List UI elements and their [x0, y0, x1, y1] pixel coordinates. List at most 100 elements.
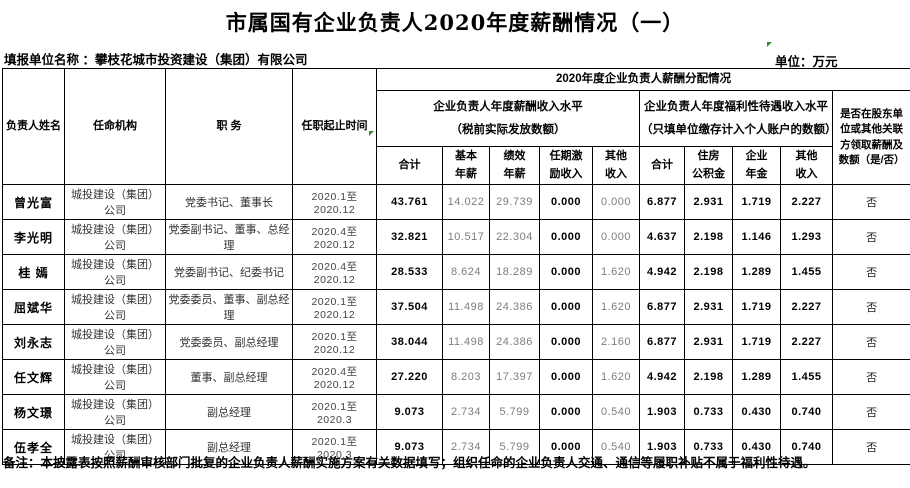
header-appointing-agency: 任命机构 [64, 67, 166, 186]
salary-total: 9.073 [376, 429, 443, 466]
enterprise-annuity: 0.430 [732, 394, 781, 431]
term-period: 2020.1至2020.3 [292, 429, 377, 466]
position: 董事、副总经理 [165, 359, 293, 396]
other-income-1: 0.000 [592, 219, 640, 256]
housing-fund: 0.733 [684, 429, 733, 466]
welfare-total: 4.942 [639, 359, 685, 396]
shareholder-pay-flag: 否 [831, 289, 910, 326]
welfare-total: 1.903 [639, 429, 685, 466]
header-leader-name: 负责人姓名 [2, 67, 65, 186]
shareholder-pay-flag: 否 [831, 429, 910, 466]
header-other-income-2: 其他 收入 [780, 145, 833, 186]
performance-salary: 24.386 [489, 324, 540, 361]
base-salary: 8.203 [442, 359, 490, 396]
enterprise-annuity: 1.719 [732, 324, 781, 361]
salary-total: 9.073 [376, 394, 443, 431]
performance-salary: 18.289 [489, 254, 540, 291]
header-salary-total: 合计 [376, 145, 443, 186]
table-row: 刘永志 城投建设（集团）公司 党委委员、副总经理 2020.1至2020.12 … [2, 324, 910, 361]
header-shareholder-pay: 是否在股东单位或其他关联方领取薪酬及数额（是/否） [831, 89, 910, 186]
table-row: 曾光富 城投建设（集团）公司 党委书记、董事长 2020.1至2020.12 4… [2, 184, 910, 221]
shareholder-pay-flag: 否 [831, 324, 910, 361]
tenure-incentive: 0.000 [539, 324, 593, 361]
appointing-agency: 城投建设（集团）公司 [64, 359, 166, 396]
base-salary: 10.517 [442, 219, 490, 256]
tenure-incentive: 0.000 [539, 394, 593, 431]
housing-fund: 0.733 [684, 394, 733, 431]
unit-of-measure: 单位：万元 [775, 55, 838, 69]
tenure-incentive: 0.000 [539, 254, 593, 291]
performance-salary: 5.799 [489, 429, 540, 466]
term-period: 2020.1至2020.12 [292, 289, 377, 326]
table-row: 屈斌华 城投建设（集团）公司 党委委员、董事、副总经理 2020.1至2020.… [2, 289, 910, 326]
header-other-income-1: 其他 收入 [592, 145, 640, 186]
performance-salary: 5.799 [489, 394, 540, 431]
appointing-agency: 城投建设（集团）公司 [64, 324, 166, 361]
housing-fund: 2.931 [684, 184, 733, 221]
welfare-total: 6.877 [639, 289, 685, 326]
reporting-unit-name: 填报单位名称 ：攀枝花城市投资建设（集团）有限公司 [4, 53, 308, 67]
table-row: 李光明 城投建设（集团）公司 党委副书记、董事、总经理 2020.4至2020.… [2, 219, 910, 256]
leader-name: 任文辉 [2, 359, 65, 396]
leader-name: 李光明 [2, 219, 65, 256]
other-income-1: 1.620 [592, 254, 640, 291]
header-enterprise-annuity: 企业 年金 [732, 145, 781, 186]
other-income-2: 0.740 [780, 429, 833, 466]
green-corner-flag-icon [767, 42, 772, 47]
header-base-salary: 基本 年薪 [442, 145, 490, 186]
welfare-total: 6.877 [639, 184, 685, 221]
salary-total: 27.220 [376, 359, 443, 396]
appointing-agency: 城投建设（集团）公司 [64, 394, 166, 431]
enterprise-annuity: 1.719 [732, 184, 781, 221]
welfare-total: 6.877 [639, 324, 685, 361]
position: 党委书记、董事长 [165, 184, 293, 221]
position: 副总经理 [165, 394, 293, 431]
other-income-2: 2.227 [780, 324, 833, 361]
enterprise-annuity: 0.430 [732, 429, 781, 466]
header-welfare-income-group: 企业负责人年度福利性待遇收入水平 （只填单位缴存计入个人账户的数额） [639, 90, 833, 147]
header-performance-salary: 绩效 年薪 [489, 145, 540, 186]
shareholder-pay-flag: 否 [831, 184, 910, 221]
header-group-2020-distribution: 2020年度企业负责人薪酬分配情况 [375, 68, 910, 91]
leader-name: 杨文璟 [2, 394, 65, 431]
other-income-2: 1.455 [780, 254, 833, 291]
appointing-agency: 城投建设（集团）公司 [64, 184, 166, 221]
salary-table: 负责人姓名 任命机构 职 务 任职起止时间 2020年度企业负责人薪酬分配情况 … [2, 67, 910, 466]
other-income-1: 1.620 [592, 359, 640, 396]
term-period: 2020.4至2020.12 [292, 359, 377, 396]
other-income-2: 0.740 [780, 394, 833, 431]
position: 党委委员、董事、副总经理 [165, 289, 293, 326]
appointing-agency: 城投建设（集团）公司 [64, 289, 166, 326]
term-period: 2020.1至2020.3 [292, 394, 377, 431]
table-row: 伍孝全 城投建设（集团）公司 副总经理 2020.1至2020.3 9.073 … [2, 429, 910, 466]
enterprise-annuity: 1.719 [732, 289, 781, 326]
appointing-agency: 城投建设（集团）公司 [64, 429, 166, 466]
salary-total: 32.821 [376, 219, 443, 256]
other-income-2: 2.227 [780, 184, 833, 221]
base-salary: 8.624 [442, 254, 490, 291]
tenure-incentive: 0.000 [539, 219, 593, 256]
footnote: 备注：本披露表按照薪酬审核部门批复的企业负责人薪酬实施方案有关数据填写；组织任命… [3, 456, 816, 470]
leader-name: 刘永志 [2, 324, 65, 361]
other-income-1: 0.540 [592, 429, 640, 466]
header-tenure-incentive: 任期激 励收入 [539, 145, 593, 186]
base-salary: 2.734 [442, 394, 490, 431]
salary-total: 28.533 [376, 254, 443, 291]
header-welfare-total: 合计 [639, 145, 685, 186]
table-row: 任文辉 城投建设（集团）公司 董事、副总经理 2020.4至2020.12 27… [2, 359, 910, 396]
appointing-agency: 城投建设（集团）公司 [64, 254, 166, 291]
housing-fund: 2.198 [684, 254, 733, 291]
enterprise-annuity: 1.146 [732, 219, 781, 256]
shareholder-pay-flag: 否 [831, 394, 910, 431]
header-term: 任职起止时间 [292, 67, 377, 186]
other-income-1: 2.160 [592, 324, 640, 361]
appointing-agency: 城投建设（集团）公司 [64, 219, 166, 256]
table-body: 曾光富 城投建设（集团）公司 党委书记、董事长 2020.1至2020.12 4… [2, 184, 910, 466]
base-salary: 11.498 [442, 324, 490, 361]
housing-fund: 2.198 [684, 359, 733, 396]
performance-salary: 22.304 [489, 219, 540, 256]
table-row: 杨文璟 城投建设（集团）公司 副总经理 2020.1至2020.3 9.073 … [2, 394, 910, 431]
other-income-1: 0.540 [592, 394, 640, 431]
shareholder-pay-flag: 否 [831, 359, 910, 396]
housing-fund: 2.931 [684, 289, 733, 326]
